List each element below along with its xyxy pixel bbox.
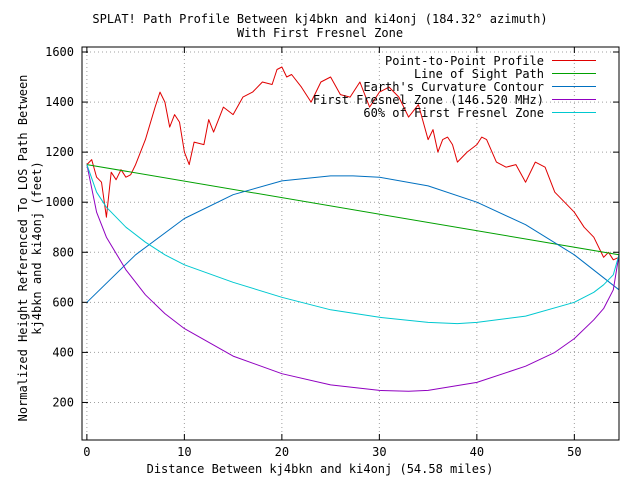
legend-swatch bbox=[552, 73, 596, 74]
legend-label: Earth's Curvature Contour bbox=[363, 79, 544, 94]
legend: Point-to-Point Profile Line of Sight Path… bbox=[312, 53, 596, 120]
legend-entry: Earth's Curvature Contour bbox=[313, 79, 596, 94]
legend-entry: First Fresnel Zone (146.520 MHz) bbox=[312, 92, 596, 107]
legend-entry: 60% of First Fresnel Zone bbox=[313, 105, 596, 120]
legend-swatch bbox=[552, 60, 596, 61]
plot-frame bbox=[81, 46, 620, 441]
y-tick-label: 1600 bbox=[45, 45, 74, 59]
x-tick-label: 10 bbox=[177, 445, 191, 459]
legend-label: First Fresnel Zone (146.520 MHz) bbox=[312, 92, 544, 107]
y-tick-label: 400 bbox=[52, 345, 74, 359]
x-tick-label: 20 bbox=[275, 445, 289, 459]
series-line-4 bbox=[86, 164, 620, 392]
chart-subtitle: With First Fresnel Zone bbox=[236, 26, 404, 40]
x-tick-label: 50 bbox=[567, 445, 581, 459]
series-line-1 bbox=[86, 66, 620, 261]
series-line-3 bbox=[86, 175, 620, 303]
legend-entry: Line of Sight Path bbox=[313, 66, 596, 81]
x-tick-label: 40 bbox=[470, 445, 484, 459]
legend-swatch bbox=[552, 112, 596, 113]
chart-series bbox=[86, 66, 620, 392]
chart-title: SPLAT! Path Profile Between kj4bkn and k… bbox=[92, 12, 548, 26]
legend-entry: Point-to-Point Profile bbox=[313, 53, 596, 68]
y-tick-label: 1400 bbox=[45, 95, 74, 109]
legend-label: Line of Sight Path bbox=[413, 66, 544, 81]
x-tick-label: 0 bbox=[83, 445, 90, 459]
x-axis-label: Distance Between kj4bkn and ki4onj (54.5… bbox=[146, 462, 494, 476]
y-tick-label: 1000 bbox=[45, 195, 74, 209]
legend-swatch bbox=[552, 86, 596, 87]
y-tick-label: 800 bbox=[52, 245, 74, 259]
y-tick-label: 1200 bbox=[45, 145, 74, 159]
x-tick-label: 30 bbox=[372, 445, 386, 459]
legend-label: Point-to-Point Profile bbox=[385, 53, 544, 68]
y-tick-label: 600 bbox=[52, 295, 74, 309]
series-line-2 bbox=[86, 164, 620, 256]
legend-swatch bbox=[552, 99, 596, 100]
axis-ticks: 0 10 20 30 40 50 200 400 600 800 1000 1200 1400 1600 bbox=[45, 45, 619, 459]
series-line-5 bbox=[86, 164, 620, 325]
y-tick-label: 200 bbox=[52, 395, 74, 409]
legend-label: 60% of First Fresnel Zone bbox=[363, 105, 544, 120]
grid-lines bbox=[82, 47, 619, 440]
